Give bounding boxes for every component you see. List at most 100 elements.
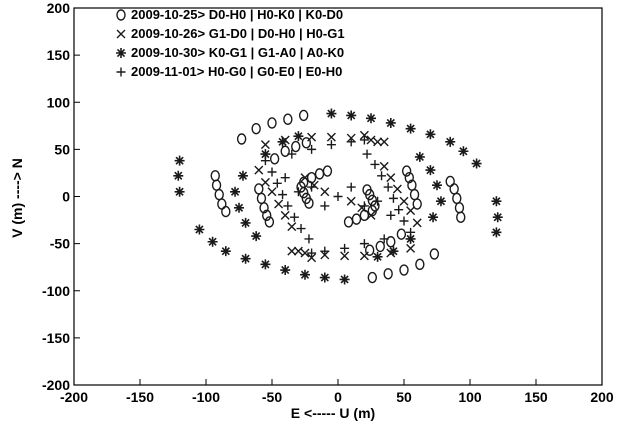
x-tick-label: 200 [590, 389, 614, 405]
y-tick-label: 100 [47, 94, 71, 110]
data-point [399, 264, 409, 276]
legend-marker [116, 48, 126, 58]
data-point [383, 268, 393, 280]
data-point [362, 184, 372, 196]
data-point [370, 159, 380, 169]
data-point [492, 212, 503, 223]
data-point [210, 170, 220, 182]
data-point [280, 265, 291, 276]
data-point [351, 213, 362, 225]
data-point [322, 165, 333, 177]
x-tick-label: -150 [126, 389, 154, 405]
data-point [359, 201, 369, 211]
x-tick-label: -100 [192, 389, 220, 405]
data-point [304, 197, 314, 209]
data-point [435, 196, 446, 207]
data-point [445, 175, 455, 188]
data-point [359, 251, 369, 261]
data-point [362, 149, 372, 159]
data-point [320, 187, 330, 197]
legend-marker [116, 9, 126, 21]
data-point [211, 179, 222, 191]
data-point [260, 140, 270, 150]
data-point [409, 188, 420, 201]
data-point [283, 201, 293, 211]
data-point [412, 218, 422, 228]
data-point [414, 151, 425, 162]
data-point [333, 192, 343, 201]
data-point [307, 144, 317, 154]
data-point [359, 135, 369, 145]
data-point [319, 272, 330, 283]
data-point [280, 173, 290, 183]
data-point [298, 176, 309, 189]
data-point [280, 210, 290, 220]
data-point [415, 258, 425, 271]
series-1 [210, 109, 466, 284]
data-point [300, 173, 310, 183]
y-tick-label: 200 [47, 0, 71, 16]
data-point [359, 130, 369, 140]
data-point [174, 155, 185, 166]
x-tick-label: -200 [60, 389, 88, 405]
data-point [379, 137, 389, 147]
data-point [367, 204, 378, 217]
y-tick-label: 150 [47, 47, 71, 63]
data-point [407, 179, 417, 191]
data-point [396, 228, 407, 240]
data-point [367, 271, 378, 284]
data-point [237, 170, 248, 181]
data-point [267, 167, 277, 177]
data-point [260, 177, 270, 187]
data-point [320, 246, 330, 256]
data-point [432, 180, 442, 191]
data-point [404, 171, 414, 184]
data-point [394, 205, 404, 215]
data-point [406, 227, 416, 237]
x-tick-label: 150 [524, 389, 548, 405]
legend-item: 2009-10-26> G1-D0 | D0-H0 | H0-G1 [116, 26, 345, 41]
data-point [326, 132, 336, 142]
data-point [373, 137, 383, 147]
x-axis-label: E <----- U (m) [291, 405, 375, 421]
data-point [272, 178, 282, 188]
data-point [491, 196, 502, 207]
data-point [293, 246, 303, 256]
data-point [346, 196, 356, 206]
x-tick-label: 50 [396, 389, 412, 405]
data-point [173, 170, 184, 181]
data-point [217, 198, 227, 210]
data-point [287, 149, 297, 159]
data-point [346, 110, 357, 121]
data-point [340, 243, 350, 253]
data-point [399, 196, 409, 206]
data-point [293, 187, 303, 197]
data-point [326, 140, 336, 150]
data-point [240, 217, 251, 228]
data-point [260, 149, 271, 160]
data-point [307, 253, 317, 263]
legend-label: 2009-10-25> D0-H0 | H0-K0 | K0-D0 [131, 7, 343, 22]
data-point [405, 233, 416, 244]
data-point [307, 182, 317, 192]
data-point [251, 122, 261, 135]
data-point [287, 222, 297, 232]
data-point [296, 224, 306, 234]
data-point [429, 248, 440, 260]
series-4 [260, 135, 416, 258]
data-point [320, 201, 330, 211]
data-point [194, 224, 205, 235]
data-point [343, 216, 354, 228]
data-point [274, 199, 284, 209]
legend-item: 2009-10-25> D0-H0 | H0-K0 | K0-D0 [116, 7, 343, 22]
data-point [458, 146, 469, 157]
x-tick-label: -50 [262, 389, 282, 405]
data-point [293, 131, 304, 142]
data-point [372, 251, 383, 262]
data-point [491, 227, 502, 238]
y-tick-label: 50 [54, 141, 70, 157]
data-point [456, 211, 466, 223]
data-point [452, 192, 462, 205]
x-tick-label: 0 [334, 389, 342, 405]
data-point [301, 137, 312, 149]
